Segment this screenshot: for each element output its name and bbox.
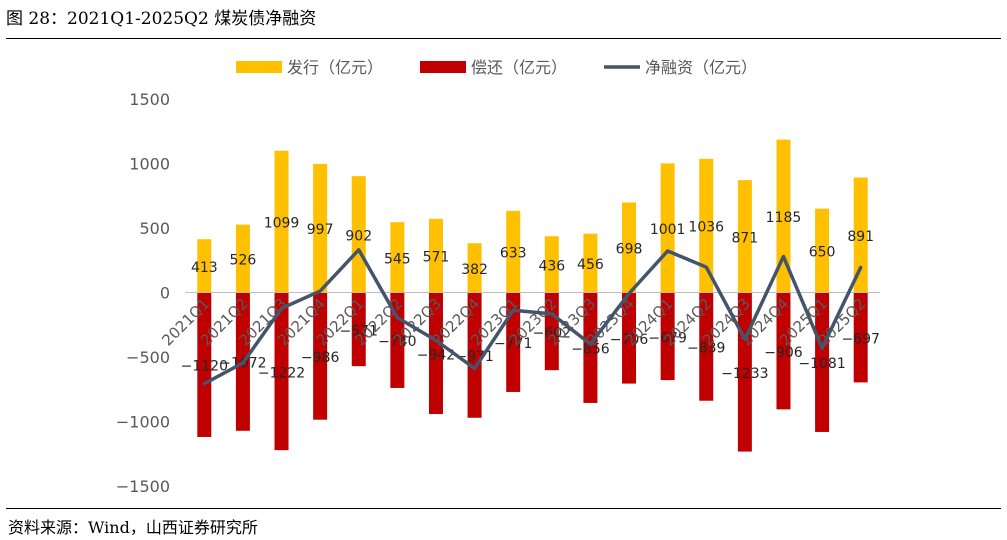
repay-bar [274,292,289,451]
y-axis: 1500 1000 500 0 −500 −1000 −1500 [116,90,170,496]
legend-issue-label: 发行（亿元） [287,58,383,77]
repay-data-label: −679 [648,330,686,346]
issue-data-labels: 413 526 1099 997 902 545 571 382 633 436 456 698 100… [191,210,874,278]
net-financing-chart: 发行（亿元） 偿还（亿元） 净融资（亿元） 1500 1000 500 0 −500 −100… [116,58,880,496]
issue-data-label: 1185 [766,210,802,226]
issue-data-label: 436 [538,258,565,274]
repay-bar [660,292,675,381]
repay-bar [390,292,405,388]
issue-bar [544,236,559,293]
issue-bar [428,218,443,293]
y-tick-label: −1000 [116,413,170,432]
issue-data-label: 1036 [688,220,724,236]
repay-bar [622,292,637,384]
legend-repay-label: 偿还（亿元） [471,58,567,77]
repay-data-label: −706 [610,332,649,348]
issue-data-label: 382 [461,262,488,278]
title-rule [6,38,1001,39]
issue-bar [583,233,598,293]
issue-data-label: 571 [423,250,450,266]
source-note: 资料来源：Wind，山西证券研究所 [8,518,258,537]
issue-data-label: 997 [307,222,334,238]
y-tick-label: 500 [139,219,170,238]
y-tick-label: 1000 [129,155,170,174]
net-financing-line-group [202,248,863,386]
repay-data-label: −1222 [258,365,305,381]
issue-data-label: 456 [577,257,604,273]
issue-data-label: 1099 [264,216,300,232]
issue-bar [351,176,366,293]
repay-data-label: −697 [841,331,879,347]
repay-bar [776,292,791,410]
issue-data-label: 698 [616,241,643,257]
legend-repay: 偿还（亿元） [420,58,567,77]
issue-bar [815,208,830,293]
figure-title: 图 28：2021Q1-2025Q2 煤炭债净融资 [6,9,317,29]
legend-net: 净融资（亿元） [604,58,757,77]
issue-bar [622,202,637,293]
issue-data-label: 902 [345,228,372,244]
issue-bar [313,163,328,293]
issue-bars [197,139,868,293]
issue-bar [660,163,675,293]
repay-data-label: −1081 [798,356,845,372]
y-tick-label: −1500 [116,477,170,496]
repay-data-label: −771 [494,336,532,352]
issue-data-label: 871 [731,230,758,246]
repay-bar [815,292,830,432]
repay-bar [467,292,482,418]
chart-legend: 发行（亿元） 偿还（亿元） 净融资（亿元） [236,58,757,77]
issue-bar [235,224,250,293]
y-tick-label: −500 [126,348,170,367]
net-financing-line [202,248,863,386]
repay-bar [197,292,212,437]
issue-data-label: 545 [384,251,411,267]
issue-bar [506,210,521,293]
repay-data-label: −1120 [181,359,228,375]
repay-data-label: −986 [301,350,340,366]
repay-data-label: −571 [340,323,378,339]
issue-data-label: 891 [847,229,874,245]
repay-bar [853,292,868,383]
issue-data-label: 1001 [650,222,686,238]
repay-data-label: −1233 [721,366,768,382]
issue-bar [274,150,289,293]
legend-issue-swatch [236,61,282,73]
issue-data-label: 526 [230,253,257,269]
issue-bar [853,177,868,293]
y-tick-label: 0 [160,284,170,303]
repay-data-label: −856 [571,342,610,358]
repay-bar [428,292,443,415]
issue-data-label: 650 [809,245,836,261]
issue-bar [390,222,405,293]
issue-bar [776,139,791,293]
issue-bar [699,158,714,293]
issue-bar [197,239,212,293]
source-rule [6,508,1001,509]
repay-data-label: −839 [687,341,725,357]
legend-issue: 发行（亿元） [236,58,383,77]
repay-bar [583,292,598,403]
repay-data-label: −602 [533,325,571,341]
issue-data-label: 633 [500,246,527,262]
issue-bar [467,243,482,293]
legend-repay-swatch [420,61,466,73]
issue-data-label: 413 [191,260,218,276]
repay-bar [699,292,714,401]
legend-net-label: 净融资（亿元） [645,58,757,77]
repay-data-label: −740 [378,334,416,350]
repay-bar [313,292,328,420]
repay-bar [351,292,366,367]
y-tick-label: 1500 [129,90,170,109]
repay-data-label: −942 [417,347,455,363]
repay-data-label: −906 [764,345,803,361]
issue-bar [737,180,752,293]
